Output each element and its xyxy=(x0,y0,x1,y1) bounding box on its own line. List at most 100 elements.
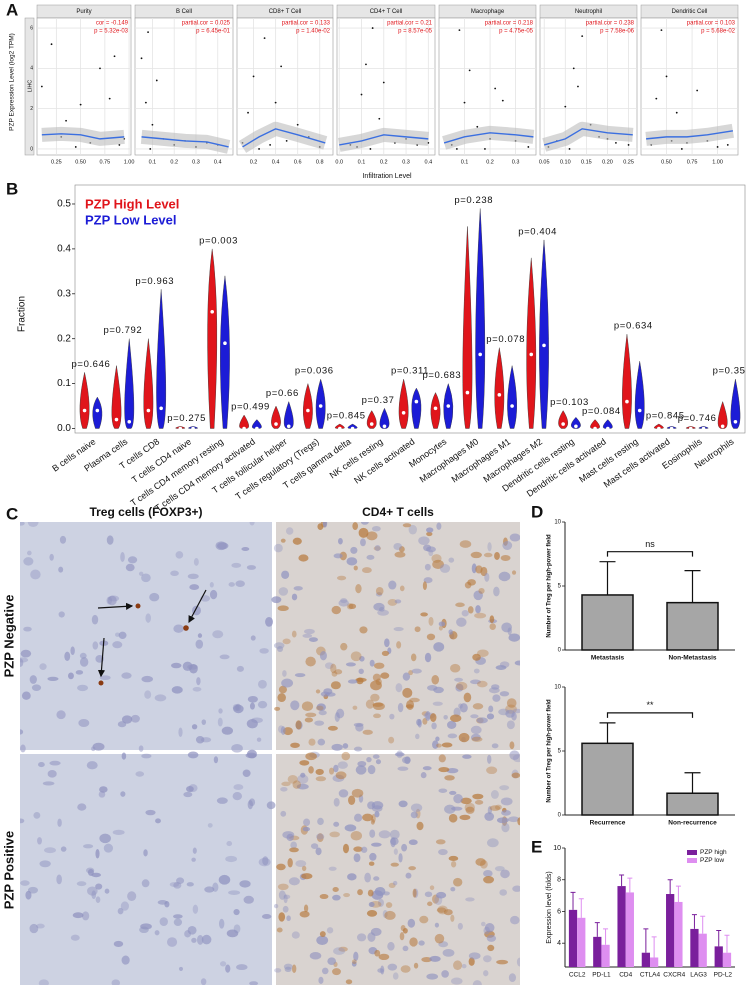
violin xyxy=(475,208,486,429)
point xyxy=(144,101,147,104)
nucleus xyxy=(182,661,193,671)
nucleus xyxy=(295,720,302,730)
nucleus xyxy=(444,775,455,781)
nucleus xyxy=(511,772,520,779)
nucleus xyxy=(353,846,363,852)
nucleus xyxy=(389,713,395,720)
nucleus xyxy=(369,659,375,667)
nucleus xyxy=(508,816,520,823)
nucleus xyxy=(505,709,515,718)
nucleus xyxy=(95,896,101,903)
violin xyxy=(730,379,741,429)
nucleus xyxy=(374,545,381,552)
nucleus xyxy=(430,713,437,722)
strip xyxy=(24,17,35,156)
nucleus xyxy=(459,814,471,821)
nucleus xyxy=(494,804,502,810)
nucleus xyxy=(374,886,386,896)
nucleus xyxy=(375,586,384,596)
bar xyxy=(698,933,707,967)
violin xyxy=(334,423,345,429)
point xyxy=(40,85,43,88)
median xyxy=(191,426,195,431)
nucleus xyxy=(308,637,318,642)
panel-label: E xyxy=(531,837,542,856)
nucleus xyxy=(259,648,269,654)
nucleus xyxy=(178,727,183,737)
nucleus xyxy=(27,522,39,527)
nucleus xyxy=(355,584,362,594)
nucleus xyxy=(487,944,495,952)
nucleus xyxy=(286,915,291,922)
column-title: CD4+ T cells xyxy=(362,505,434,519)
point xyxy=(258,148,260,150)
nucleus xyxy=(236,964,248,971)
x-tick-label: Non-Metastasis xyxy=(668,655,716,662)
nucleus xyxy=(27,550,32,556)
nucleus xyxy=(432,701,443,706)
violin xyxy=(494,347,505,429)
nucleus xyxy=(331,605,341,615)
nucleus xyxy=(125,563,135,572)
nucleus xyxy=(231,744,243,753)
nucleus xyxy=(355,677,367,682)
nucleus xyxy=(287,774,298,784)
point xyxy=(252,75,255,78)
median xyxy=(127,419,132,424)
nucleus xyxy=(327,725,338,731)
nucleus xyxy=(59,535,67,544)
violin xyxy=(558,410,568,429)
bar xyxy=(690,928,699,967)
nucleus xyxy=(120,552,125,563)
error-bar xyxy=(716,930,722,947)
nucleus xyxy=(447,720,457,729)
nucleus xyxy=(501,822,510,833)
nucleus xyxy=(393,542,403,551)
nucleus xyxy=(344,824,357,832)
nucleus xyxy=(517,817,520,826)
nucleus xyxy=(333,764,339,773)
nucleus xyxy=(392,972,399,980)
nucleus xyxy=(159,917,168,927)
nucleus xyxy=(396,641,402,649)
nucleus xyxy=(328,866,337,871)
nucleus xyxy=(39,860,51,868)
nucleus xyxy=(127,556,138,564)
nucleus xyxy=(397,766,409,771)
nucleus xyxy=(249,702,255,710)
nucleus xyxy=(295,860,307,867)
nucleus xyxy=(434,922,440,928)
nucleus xyxy=(412,888,417,898)
nucleus xyxy=(332,887,339,893)
x-tick-label: Recurrence xyxy=(590,820,626,827)
p-value: p=0.634 xyxy=(614,321,653,332)
median xyxy=(688,426,693,431)
bar xyxy=(674,901,683,967)
nucleus xyxy=(474,612,487,619)
nucleus xyxy=(321,967,329,975)
x-tick-label: 0.75 xyxy=(99,159,110,165)
nucleus xyxy=(367,932,376,942)
nucleus xyxy=(91,890,97,900)
y-tick-label: 6 xyxy=(557,908,561,915)
nucleus xyxy=(212,630,224,639)
bar xyxy=(666,894,675,967)
x-tick-label: 0.4 xyxy=(424,159,432,165)
nucleus xyxy=(47,769,57,778)
nucleus xyxy=(450,887,456,892)
nucleus xyxy=(232,791,243,801)
median xyxy=(433,406,438,411)
error-bar xyxy=(724,934,730,953)
nucleus xyxy=(424,891,433,898)
row-title: PZP Negative xyxy=(1,595,16,678)
nucleus xyxy=(251,717,263,724)
nucleus xyxy=(408,866,416,871)
fit-line xyxy=(242,128,326,148)
nucleus xyxy=(330,681,341,690)
nucleus xyxy=(118,631,127,640)
nucleus xyxy=(120,901,129,911)
nucleus xyxy=(367,765,376,775)
nucleus xyxy=(366,910,378,917)
nucleus xyxy=(141,573,151,583)
nucleus xyxy=(291,593,298,601)
